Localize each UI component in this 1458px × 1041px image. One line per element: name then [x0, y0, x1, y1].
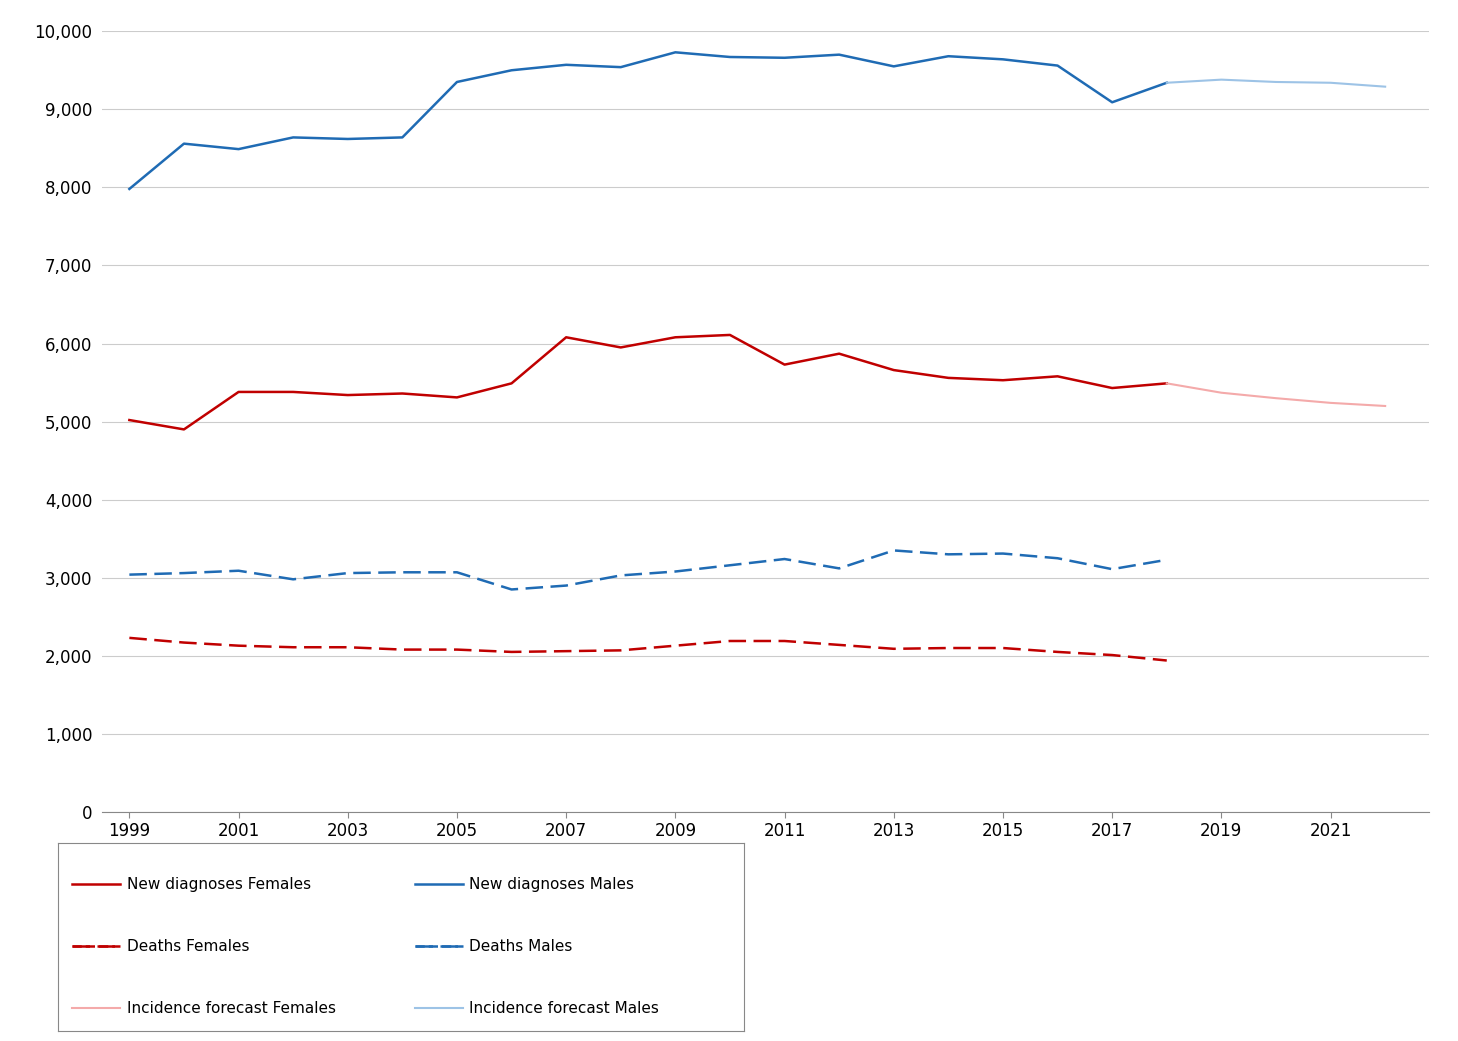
Text: Incidence forecast Females: Incidence forecast Females: [127, 1000, 335, 1016]
Text: Incidence forecast Males: Incidence forecast Males: [469, 1000, 659, 1016]
Text: New diagnoses Females: New diagnoses Females: [127, 877, 311, 892]
Text: New diagnoses Males: New diagnoses Males: [469, 877, 634, 892]
Text: Deaths Males: Deaths Males: [469, 939, 573, 954]
Text: Deaths Females: Deaths Females: [127, 939, 249, 954]
